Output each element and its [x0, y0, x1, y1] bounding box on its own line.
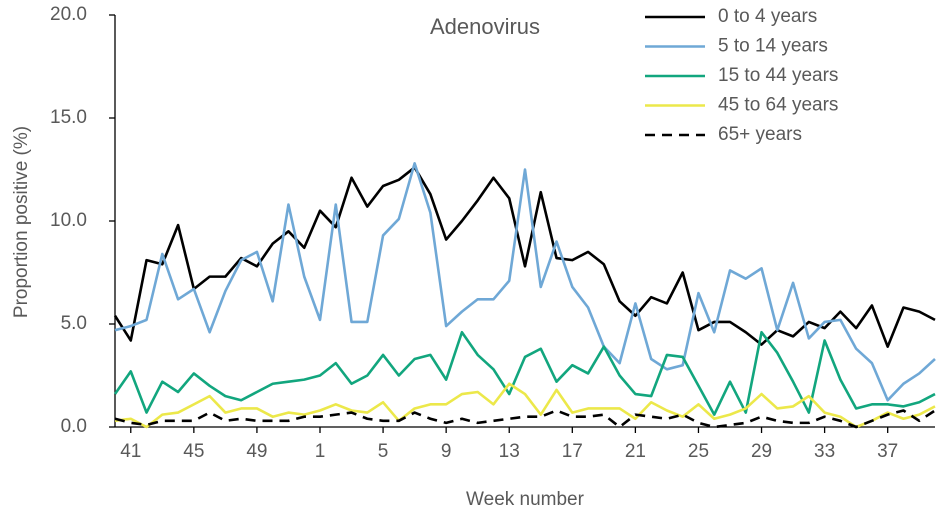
y-tick-label: 0.0	[61, 416, 87, 437]
legend-label: 5 to 14 years	[718, 36, 828, 57]
legend-label: 15 to 44 years	[718, 65, 838, 86]
x-tick-label: 13	[499, 441, 520, 462]
x-tick-label: 5	[378, 441, 389, 462]
x-tick-label: 21	[625, 441, 646, 462]
x-tick-label: 33	[814, 441, 835, 462]
chart-title: Adenovirus	[430, 14, 540, 39]
y-tick-label: 20.0	[50, 4, 87, 25]
series-line	[113, 166, 936, 348]
y-tick-label: 10.0	[50, 210, 87, 231]
x-tick-label: 37	[877, 441, 898, 462]
legend-label: 65+ years	[718, 124, 802, 145]
series-line	[114, 382, 936, 429]
x-tick-label: 45	[183, 441, 204, 462]
y-axis-label: Proportion positive (%)	[11, 126, 32, 318]
legend-label: 0 to 4 years	[718, 6, 817, 27]
series-line	[113, 330, 936, 416]
y-tick-label: 15.0	[50, 107, 87, 128]
x-axis-label: Week number	[466, 489, 585, 510]
x-tick-label: 17	[562, 441, 583, 462]
x-tick-label: 41	[120, 441, 141, 462]
y-tick-label: 5.0	[61, 313, 87, 334]
x-tick-label: 29	[751, 441, 772, 462]
x-tick-label: 1	[315, 441, 326, 462]
x-tick-label: 25	[688, 441, 709, 462]
series-line	[114, 162, 936, 402]
x-tick-label: 49	[246, 441, 267, 462]
series-line	[114, 409, 936, 429]
x-tick-label: 9	[441, 441, 452, 462]
legend-label: 45 to 64 years	[718, 95, 838, 116]
